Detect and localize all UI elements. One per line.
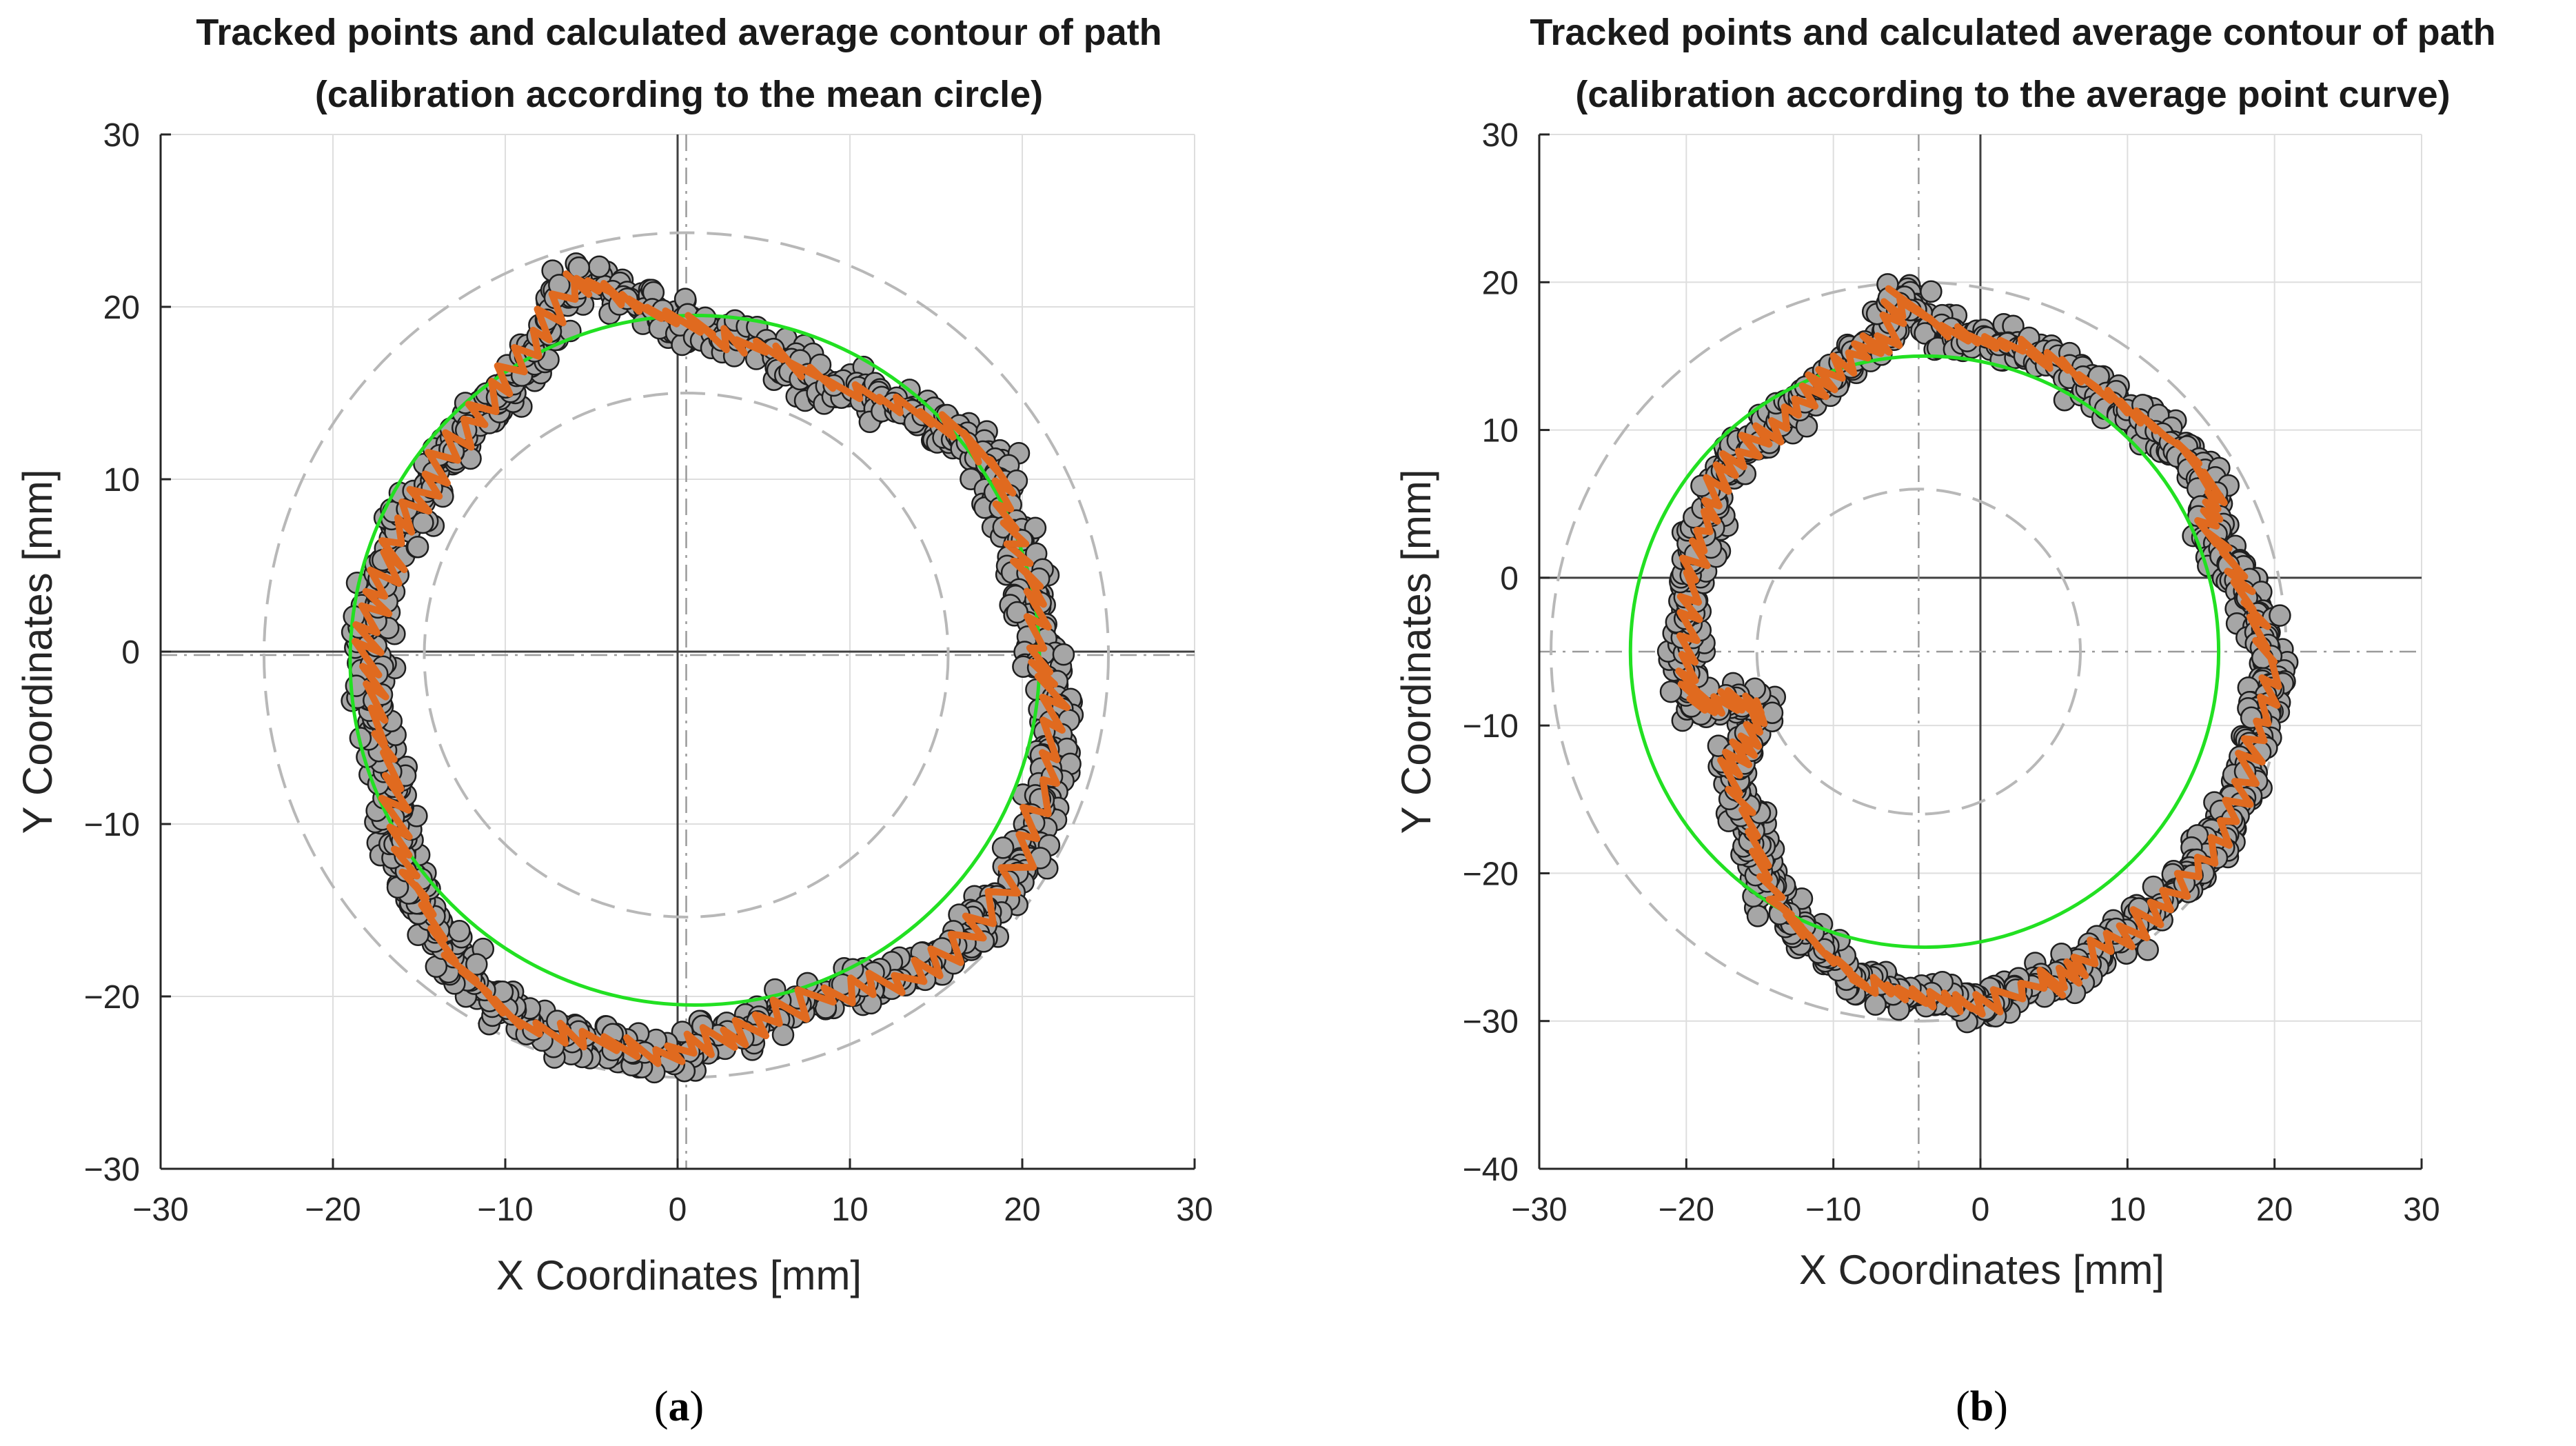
panel-b-dashed-circle: [1755, 488, 2082, 816]
panel-b-caption: (b): [1956, 1383, 2008, 1430]
panel-a-x-tick-label: 10: [831, 1192, 868, 1228]
panel-a-x-tick-label: 20: [1004, 1192, 1040, 1228]
panel-a-y-tick-label: −20: [84, 979, 140, 1016]
panel-a-tracked-point: [406, 535, 429, 559]
panel-b-y-tick-label: 0: [1500, 561, 1519, 597]
panel-a-tracked-point: [771, 1023, 795, 1046]
panel-a-x-tick-label: −30: [132, 1192, 188, 1228]
panel-a-dashed-circle: [263, 231, 1110, 1079]
panel-b-y-tick-label: −30: [1463, 1004, 1519, 1041]
panel-b-x-tick-label: 0: [1971, 1192, 1990, 1228]
panel-a-title-line1: Tracked points and calculated average co…: [196, 12, 1162, 53]
panel-a-y-tick-label: −10: [84, 807, 140, 843]
panel-a-average-contour: [351, 270, 1071, 1067]
panel-b: Tracked points and calculated average co…: [1393, 12, 2496, 1430]
panel-b-x-tick-label: 30: [2403, 1192, 2440, 1228]
panel-b-x-tick-label: −10: [1805, 1192, 1861, 1228]
panel-b-plot-area: [1538, 133, 2423, 1170]
panel-a-y-tick-label: 20: [103, 290, 140, 326]
panel-a-y-tick-label: 0: [121, 634, 140, 671]
panel-a-tracked-point: [991, 836, 1015, 859]
panel-b-title-line2: (calibration according to the average po…: [1575, 74, 2450, 115]
panel-a-caption-close: ): [690, 1383, 704, 1430]
panel-b-tracked-point: [2269, 604, 2291, 627]
panel-b-x-axis-label: X Coordinates [mm]: [1799, 1247, 2164, 1293]
panel-b-x-tick-label: −30: [1511, 1192, 1567, 1228]
panel-a-tick-labels: −30 −20 −10 0 10 20 30 −30 −20 −10 0 10 20 30: [84, 117, 1213, 1228]
panel-a-y-tick-label: 30: [103, 117, 140, 154]
panel-b-y-tick-label: 10: [1482, 413, 1519, 450]
panel-b-title-line1: Tracked points and calculated average co…: [1530, 12, 2495, 53]
panel-a-caption: (a): [654, 1383, 704, 1430]
panel-b-caption-open: (: [1956, 1383, 1970, 1430]
panel-a-plot-area: [159, 133, 1196, 1170]
panel-b-y-tick-label: 20: [1482, 265, 1519, 301]
panel-b-tracked-point: [2136, 938, 2159, 961]
panel-a-x-tick-label: −20: [305, 1192, 361, 1228]
panel-b-y-tick-label: −40: [1463, 1152, 1519, 1188]
panel-a-y-tick-label: −30: [84, 1152, 140, 1188]
panel-b-tracked-point: [1746, 905, 1769, 927]
panel-a-y-tick-label: 10: [103, 462, 140, 499]
panel-a-tracked-point: [588, 255, 611, 279]
panel-b-caption-close: ): [1994, 1383, 2008, 1430]
panel-b-y-axis-label: Y Coordinates [mm]: [1393, 469, 1439, 834]
panel-a-dashed-circle: [423, 392, 950, 918]
panel-b-tracked-point: [1920, 280, 1943, 303]
panel-a-title-line2: (calibration according to the mean circl…: [315, 74, 1043, 115]
panel-a-tracked-point: [1006, 601, 1028, 624]
panel-a-tracked-point: [465, 953, 488, 976]
panel-a-x-tick-label: 30: [1176, 1192, 1213, 1228]
panel-b-x-tick-label: 20: [2256, 1192, 2293, 1228]
panel-b-y-tick-label: 30: [1482, 117, 1519, 154]
panel-b-caption-letter: b: [1970, 1383, 1994, 1430]
panel-b-y-tick-label: −20: [1463, 856, 1519, 892]
panel-a: Tracked points and calculated average co…: [14, 12, 1213, 1430]
panel-a-caption-open: (: [654, 1383, 669, 1430]
panel-b-y-tick-label: −10: [1463, 708, 1519, 745]
panel-a-x-tick-label: 0: [669, 1192, 687, 1228]
panel-b-tracked-point: [1864, 993, 1887, 1016]
panel-a-x-axis-label: X Coordinates [mm]: [496, 1252, 862, 1298]
panel-a-y-axis-label: Y Coordinates [mm]: [14, 469, 61, 834]
panel-a-caption-letter: a: [669, 1383, 690, 1430]
panel-a-x-tick-label: −10: [477, 1192, 533, 1228]
panel-b-x-tick-label: 10: [2109, 1192, 2146, 1228]
panel-b-x-tick-label: −20: [1659, 1192, 1714, 1228]
panel-a-tracked-point: [1052, 643, 1075, 666]
